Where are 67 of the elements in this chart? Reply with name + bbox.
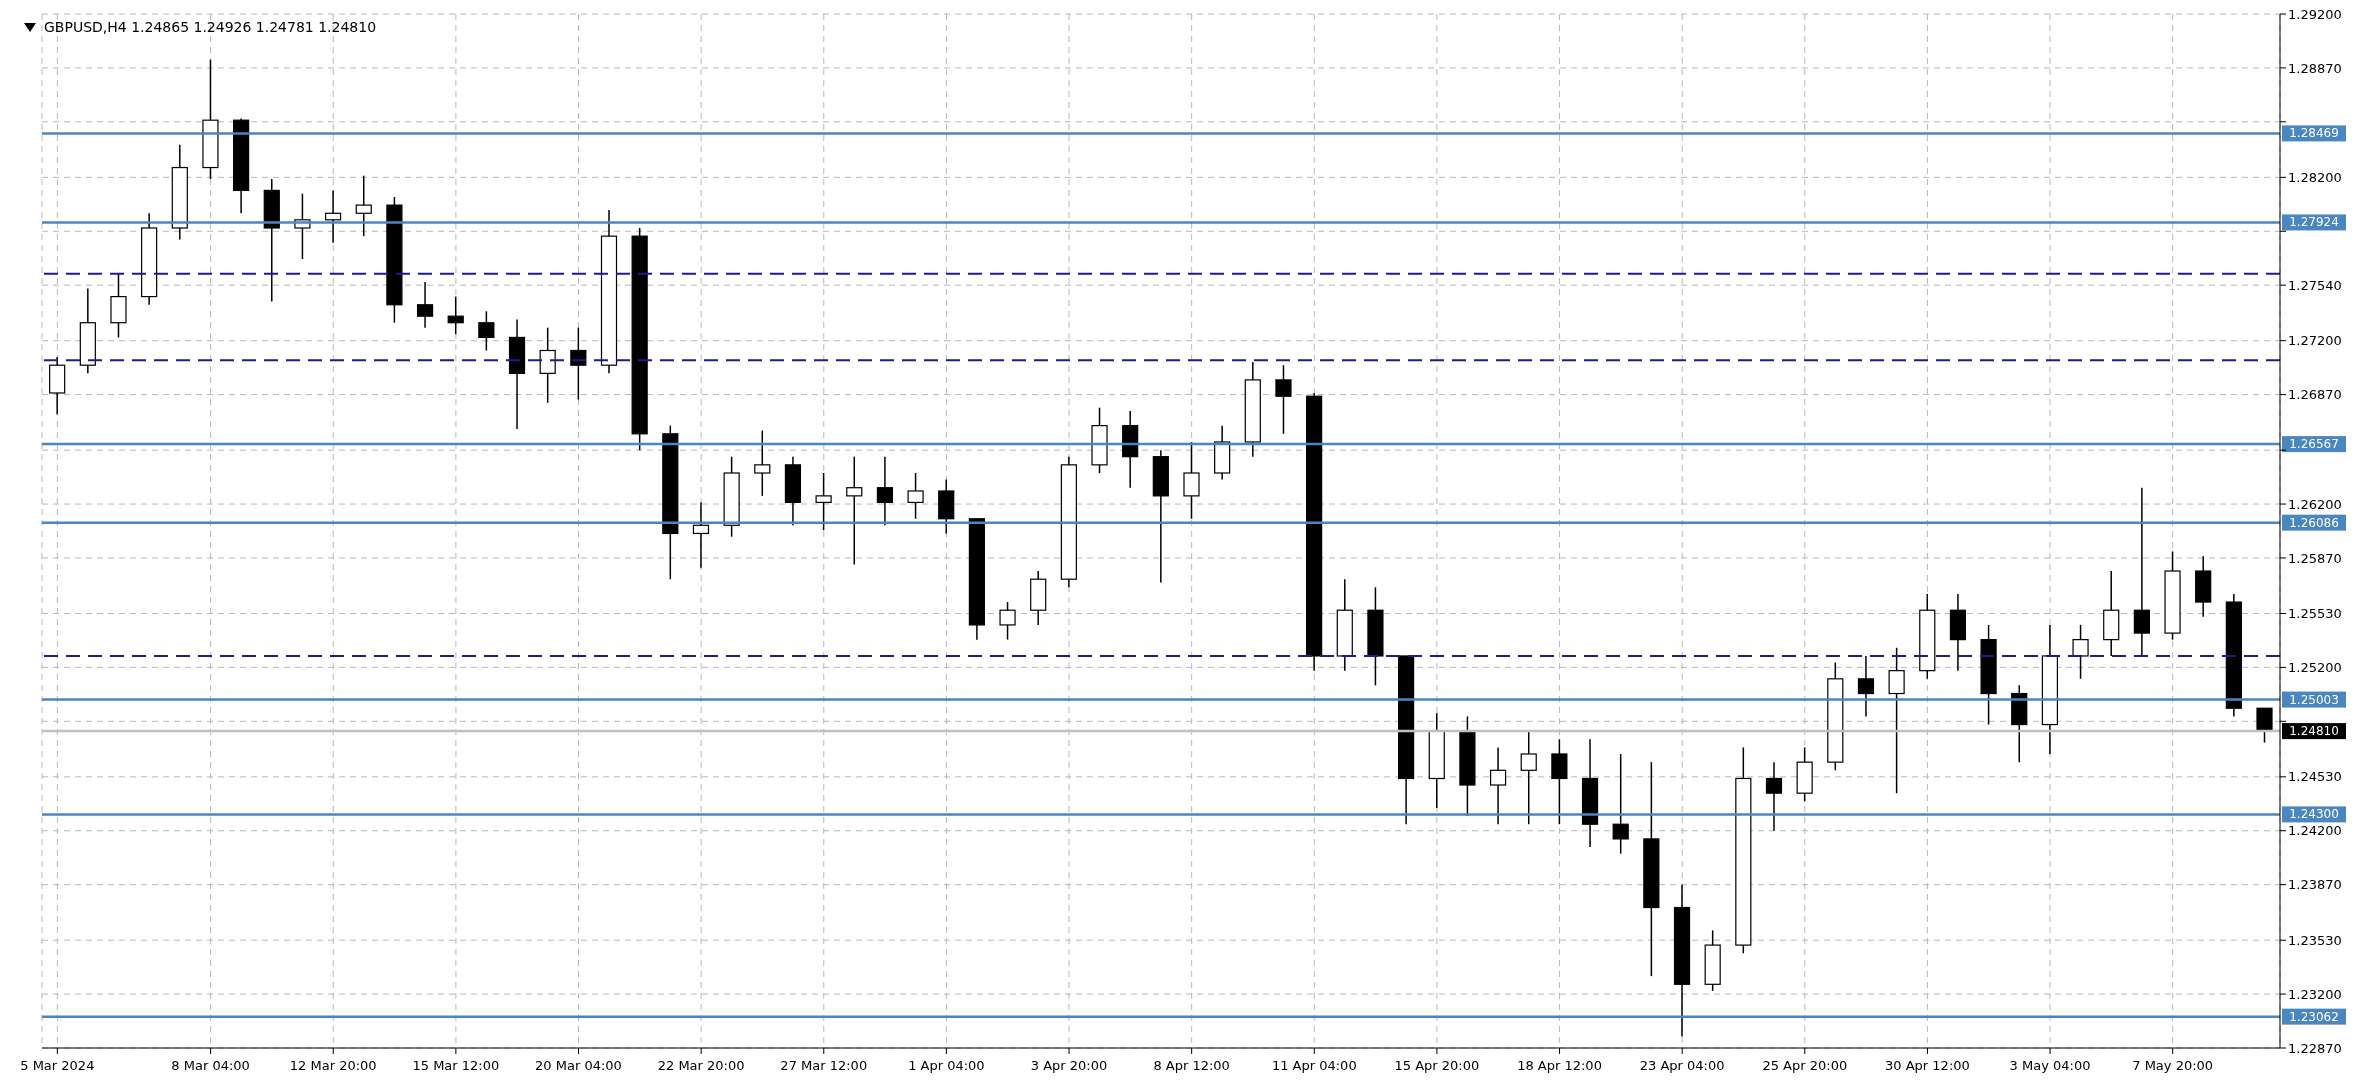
- y-tick-label: 1.28870: [2288, 60, 2342, 76]
- chart-title: GBPUSD,H4 1.24865 1.24926 1.24781 1.24810: [44, 19, 377, 35]
- ref-line-label: 1.25003: [2289, 692, 2339, 707]
- candlestick: [447, 295, 464, 335]
- y-tick-label: 1.23870: [2288, 877, 2342, 893]
- candlestick: [692, 501, 710, 569]
- candlestick: [815, 472, 832, 531]
- x-tick-label: 22 Mar 20:00: [657, 1058, 745, 1073]
- x-tick-label: 12 Mar 20:00: [289, 1058, 377, 1073]
- x-tick-label: 30 Apr 12:00: [1885, 1058, 1970, 1073]
- x-tick-label: 5 Mar 2024: [20, 1058, 95, 1073]
- candlestick: [1489, 746, 1507, 825]
- candlestick: [355, 174, 372, 237]
- candlestick: [754, 429, 771, 497]
- candlestick: [876, 455, 894, 527]
- candlestick: [1275, 364, 1292, 435]
- candlestick: [539, 326, 556, 404]
- x-tick-label: 3 Apr 20:00: [1030, 1058, 1108, 1073]
- ref-line-label: 1.26567: [2289, 437, 2339, 452]
- y-tick-label: 1.22870: [2288, 1040, 2342, 1056]
- x-tick-label: 23 Apr 04:00: [1639, 1058, 1725, 1073]
- candlestick: [999, 601, 1016, 641]
- candlestick: [1765, 761, 1783, 832]
- y-tick-label: 1.25870: [2288, 550, 2342, 566]
- ref-line-label: 1.28469: [2289, 126, 2339, 141]
- y-tick-label: 1.23530: [2288, 932, 2342, 948]
- y-tick-label: 1.25530: [2288, 606, 2342, 622]
- x-tick-label: 11 Apr 04:00: [1271, 1058, 1357, 1073]
- x-tick-label: 27 Mar 12:00: [780, 1058, 868, 1073]
- y-tick-label: 1.26200: [2288, 496, 2342, 512]
- x-tick-label: 20 Mar 04:00: [535, 1058, 622, 1073]
- ref-line-label: 1.24810: [2289, 724, 2339, 739]
- y-tick-label: 1.28200: [2288, 169, 2342, 185]
- candlestick: [2133, 486, 2150, 657]
- x-tick-label: 8 Apr 12:00: [1153, 1058, 1230, 1073]
- y-tick-label: 1.27540: [2288, 277, 2342, 293]
- candlestick: [1183, 441, 1200, 520]
- y-tick-label: 1.29200: [2288, 6, 2342, 22]
- x-tick-label: 7 May 20:00: [2132, 1058, 2214, 1073]
- candlestick: [1612, 753, 1629, 855]
- candlestick: [416, 281, 434, 329]
- ref-line-label: 1.26086: [2289, 515, 2339, 530]
- y-tick-label: 1.25200: [2288, 660, 2342, 676]
- x-tick-label: 15 Mar 12:00: [412, 1058, 500, 1073]
- y-tick-label: 1.27200: [2288, 333, 2342, 349]
- ref-line-label: 1.23062: [2289, 1009, 2339, 1024]
- x-tick-label: 15 Apr 20:00: [1394, 1058, 1480, 1073]
- candlestick: [1520, 730, 1537, 825]
- ref-line-label: 1.24300: [2289, 807, 2339, 822]
- candlestick: [478, 310, 495, 352]
- y-tick-label: 1.24530: [2288, 769, 2342, 785]
- candlestick: [2072, 624, 2089, 680]
- x-tick-label: 3 May 04:00: [2009, 1058, 2091, 1073]
- y-tick-label: 1.26870: [2288, 387, 2342, 403]
- candlestick: [1857, 655, 1875, 718]
- x-tick-label: 8 Mar 04:00: [171, 1058, 250, 1073]
- y-tick-label: 1.23200: [2288, 986, 2342, 1002]
- candlestick: [846, 455, 863, 566]
- candlestick: [324, 189, 342, 244]
- candlestick: [907, 472, 924, 520]
- x-tick-label: 1 Apr 04:00: [908, 1058, 985, 1073]
- candlestick: [1888, 647, 1905, 794]
- y-tick-label: 1.24200: [2288, 823, 2342, 839]
- x-tick-label: 25 Apr 20:00: [1762, 1058, 1848, 1073]
- candlestick: [2256, 707, 2273, 744]
- ref-line-label: 1.27924: [2289, 215, 2339, 230]
- x-tick-label: 18 Apr 12:00: [1517, 1058, 1602, 1073]
